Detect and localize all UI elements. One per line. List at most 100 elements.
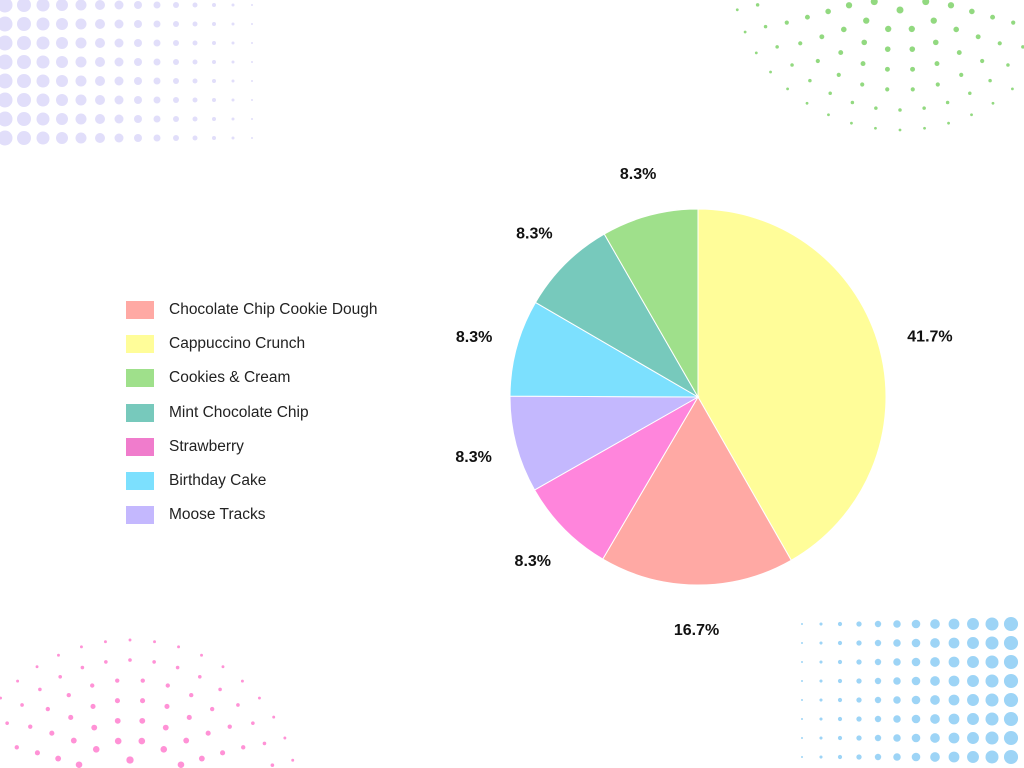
decor-dot [819, 698, 823, 702]
pie-slice [534, 233, 700, 399]
decor-dot [1003, 692, 1019, 708]
decor-dot [212, 41, 216, 45]
decor-dot [231, 3, 235, 7]
decor-dot [231, 60, 235, 64]
decor-dot [236, 703, 240, 707]
decor-dot [241, 745, 246, 750]
decor-dot [850, 121, 853, 125]
decor-dot [0, 111, 13, 127]
decor-dot [192, 97, 198, 103]
decor-dot [173, 97, 179, 103]
decor-dot [985, 731, 999, 745]
decor-dot [910, 87, 915, 92]
decor-dot [856, 640, 862, 646]
decor-dot [134, 77, 142, 85]
decor-dot [140, 698, 146, 704]
decor-dot [56, 37, 68, 49]
decor-dot [165, 683, 170, 688]
decor-dot [935, 82, 940, 87]
decor-dot [134, 96, 142, 104]
decor-dot [948, 732, 960, 744]
decor-dot [1003, 673, 1019, 689]
decor-dot [953, 26, 960, 33]
decor-dot [251, 80, 253, 82]
decor-dot [988, 78, 992, 83]
decor-dot [212, 98, 216, 102]
decor-dot [837, 640, 843, 646]
decor-dot [36, 17, 50, 31]
decor-dot [0, 696, 2, 700]
decor-dot [160, 746, 168, 753]
decor-dot [56, 75, 68, 87]
decor-dot [153, 96, 161, 104]
decor-dot [115, 678, 120, 683]
decor-dot [114, 95, 124, 105]
decor-dot [801, 756, 803, 758]
decor-dot [948, 618, 960, 630]
decor-dot [922, 0, 930, 6]
decor-dot [55, 755, 62, 762]
decor-dot [192, 135, 198, 141]
decor-dot [153, 134, 161, 142]
decor-dot [819, 641, 823, 645]
decor-dot [970, 113, 973, 117]
decor-dot [884, 46, 891, 52]
decor-dot [985, 617, 999, 631]
decor-dot [153, 39, 161, 47]
decor-dot [893, 677, 901, 685]
decor-dot [969, 8, 975, 15]
decor-dot [985, 655, 999, 669]
decor-dot [0, 54, 13, 70]
decor-dot [251, 721, 255, 725]
decor-dot [860, 82, 865, 87]
decor-dot [177, 645, 180, 649]
decor-dot [56, 113, 68, 125]
purple-dot-pattern [0, 0, 253, 146]
decor-dot [930, 638, 940, 648]
legend-label: Chocolate Chip Cookie Dough [169, 301, 378, 318]
decor-dot [173, 2, 179, 8]
legend-swatch [126, 403, 154, 422]
decor-dot [36, 0, 50, 12]
decor-dot [1003, 730, 1019, 746]
decor-dot [291, 758, 295, 762]
decor-dot [819, 622, 823, 626]
decor-dot [786, 87, 789, 91]
decor-dot [270, 763, 275, 767]
decor-dot [272, 715, 276, 719]
decor-dot [911, 733, 921, 743]
decor-dot [837, 621, 843, 627]
decor-dot [231, 22, 235, 26]
decor-dot [909, 46, 916, 52]
decor-dot [189, 692, 194, 698]
decor-dot [205, 730, 211, 736]
decor-dot [856, 621, 862, 627]
decor-dot [860, 61, 866, 67]
decor-dot [173, 40, 179, 46]
decor-dot [80, 665, 85, 670]
decor-dot [790, 63, 794, 67]
decor-dot [874, 753, 882, 761]
decor-dot [283, 736, 287, 740]
decor-dot [837, 754, 843, 760]
decor-dot [775, 45, 779, 49]
decor-dot [186, 714, 192, 721]
decor-dot [819, 660, 823, 664]
decor-dot [801, 623, 803, 625]
slice-percentage-label: 8.3% [620, 166, 656, 183]
decor-dot [990, 14, 996, 20]
pie-slice [509, 301, 700, 398]
decor-dot [908, 25, 915, 33]
decor-dot [251, 118, 253, 120]
decor-dot [153, 58, 161, 66]
decor-dot [819, 755, 823, 759]
decor-dot [991, 101, 995, 105]
decor-dot [140, 678, 145, 683]
decor-dot [1006, 63, 1010, 67]
decor-dot [911, 657, 921, 667]
decor-dot [251, 4, 253, 6]
decor-dot [784, 20, 789, 25]
pink-dot-pattern [0, 638, 295, 768]
decor-dot [0, 92, 13, 108]
